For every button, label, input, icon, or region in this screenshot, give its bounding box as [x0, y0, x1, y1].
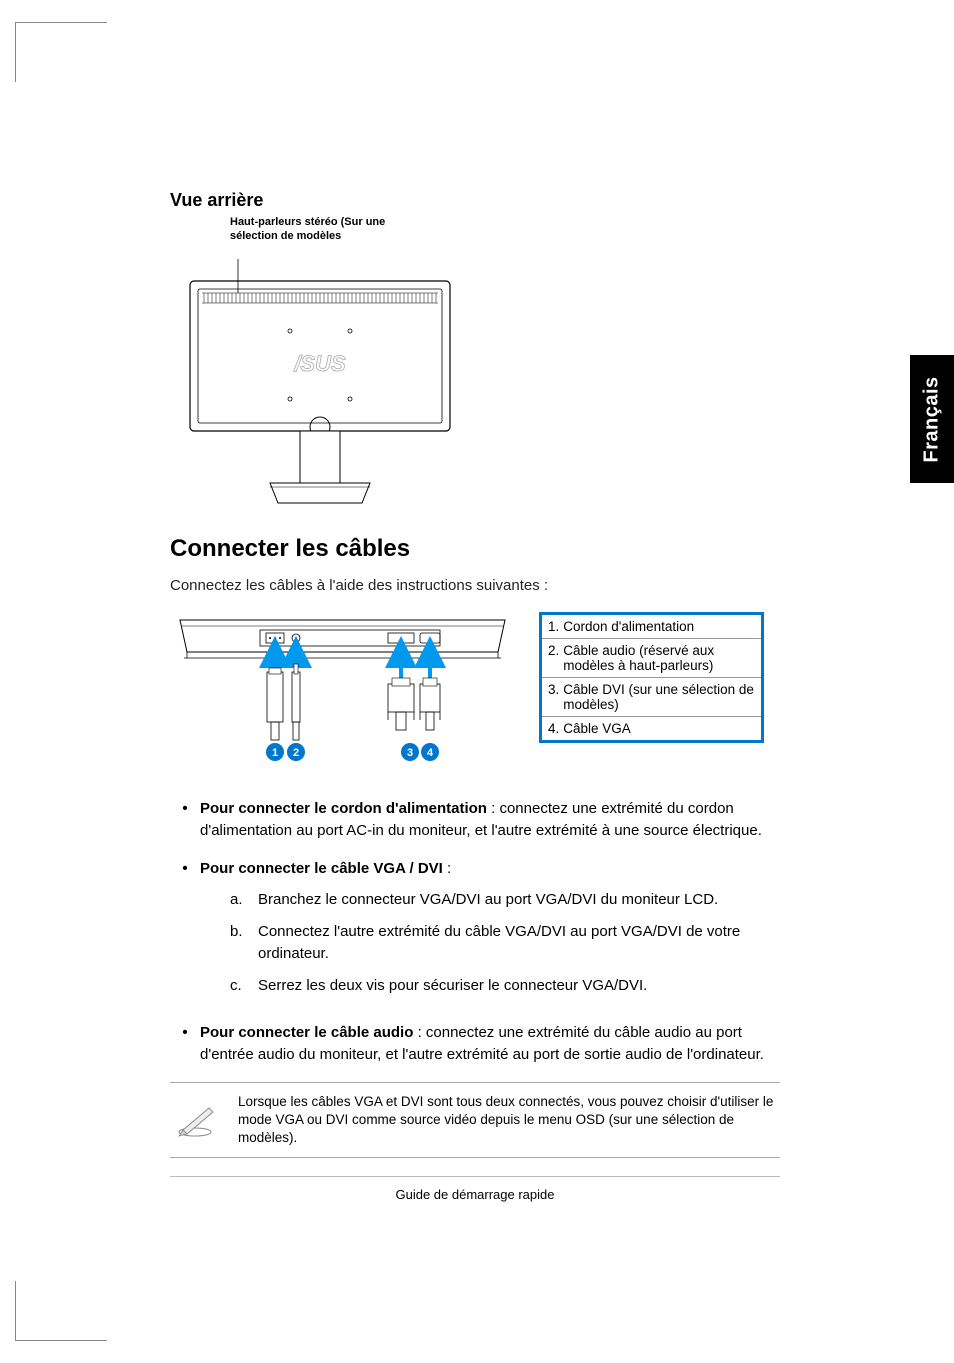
legend-item-3: 3.Câble DVI (sur une sélection de modèle…	[542, 678, 761, 717]
svg-text:2: 2	[293, 747, 299, 759]
instructions-list: • Pour connecter le cordon d'alimentatio…	[170, 798, 780, 1066]
substep-c: c.Serrez les deux vis pour sécuriser le …	[230, 975, 780, 997]
bullet-power: • Pour connecter le cordon d'alimentatio…	[170, 798, 780, 842]
content-area: Vue arrière Haut-parleurs stéréo (Sur un…	[170, 190, 780, 1202]
note-icon	[170, 1093, 224, 1148]
bullet-vga-dvi: • Pour connecter le câble VGA / DVI : a.…	[170, 858, 780, 1007]
svg-text:4: 4	[427, 747, 434, 759]
language-tab-label: Français	[921, 376, 944, 462]
ports-row: 1 2 3 4 1.Cordon d'alimentation 2.Câble …	[170, 612, 780, 772]
substep-b: b.Connectez l'autre extrémité du câble V…	[230, 921, 780, 965]
crop-mark-bottom	[15, 1281, 107, 1341]
bullet-audio: • Pour connecter le câble audio : connec…	[170, 1022, 780, 1066]
substep-a: a.Branchez le connecteur VGA/DVI au port…	[230, 889, 780, 911]
footer-text: Guide de démarrage rapide	[170, 1176, 780, 1202]
intro-text: Connectez les câbles à l'aide des instru…	[170, 577, 780, 594]
language-tab: Français	[910, 355, 954, 483]
svg-text:3: 3	[407, 747, 413, 759]
note-box: Lorsque les câbles VGA et DVI sont tous …	[170, 1082, 780, 1159]
legend-item-1: 1.Cordon d'alimentation	[542, 615, 761, 639]
speaker-callout-label: Haut-parleurs stéréo (Sur une sélection …	[230, 215, 420, 244]
page: Français Vue arrière Haut-parleurs stéré…	[0, 0, 954, 1363]
rear-view-figure: Haut-parleurs stéréo (Sur une sélection …	[170, 215, 780, 515]
rear-view-heading: Vue arrière	[170, 190, 780, 211]
monitor-rear-diagram: /SUS	[180, 259, 460, 559]
svg-text:1: 1	[272, 747, 278, 759]
sublist-vga-dvi: a.Branchez le connecteur VGA/DVI au port…	[230, 889, 780, 996]
legend-item-2: 2.Câble audio (réservé aux modèles à hau…	[542, 639, 761, 678]
ports-diagram: 1 2 3 4	[170, 612, 515, 772]
legend-item-4: 4.Câble VGA	[542, 717, 761, 740]
crop-mark-top	[15, 22, 107, 82]
svg-text:/SUS: /SUS	[293, 351, 346, 376]
ports-legend: 1.Cordon d'alimentation 2.Câble audio (r…	[539, 612, 764, 743]
note-text: Lorsque les câbles VGA et DVI sont tous …	[238, 1093, 780, 1148]
